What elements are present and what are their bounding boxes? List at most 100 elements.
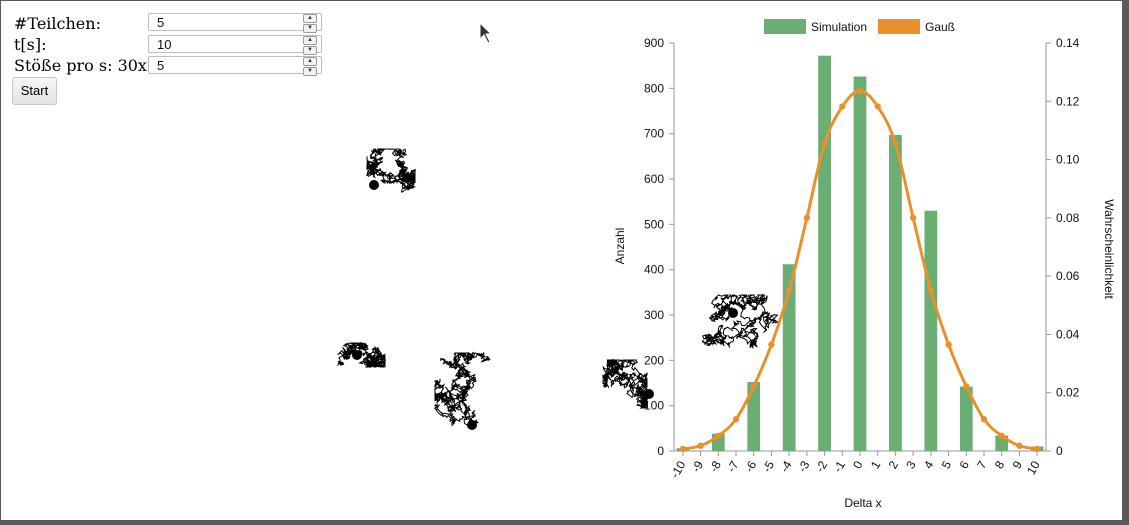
walk-path (433, 351, 491, 428)
y-tick-label: 500 (644, 217, 664, 231)
spin-up-icon[interactable]: ▲ (303, 14, 317, 23)
walk-path (602, 358, 649, 409)
x-tick-label: -7 (724, 458, 742, 475)
gauss-point (909, 214, 917, 222)
y2-tick-label: 0.08 (1056, 211, 1080, 225)
particles-label: #Teilchen: (14, 14, 101, 33)
gauss-point (980, 416, 988, 423)
particle-dot (644, 389, 654, 399)
particle-dot (352, 350, 362, 360)
gauss-point (750, 383, 757, 390)
y-tick-label: 900 (644, 36, 664, 50)
y-tick-label: 300 (644, 308, 664, 322)
gauss-point (821, 140, 828, 147)
random-walk-paths (336, 148, 779, 430)
gauss-point (768, 341, 775, 348)
x-tick-label: -2 (813, 458, 831, 475)
y-axis-title: Anzahl (613, 228, 627, 265)
simulation-bar (853, 76, 867, 452)
x-tick-label: 6 (956, 458, 972, 471)
spin-up-icon[interactable]: ▲ (303, 57, 317, 66)
gauss-point (945, 341, 952, 348)
particle-dot (728, 308, 738, 318)
y2-tick-label: 0.04 (1056, 327, 1080, 341)
particles-input[interactable]: 5 ▲ ▼ (148, 13, 322, 33)
gauss-point (927, 287, 935, 294)
y2-tick-label: 0 (1056, 444, 1063, 458)
time-label: t[s]: (14, 35, 47, 54)
y2-tick-label: 0.12 (1056, 94, 1080, 108)
gauss-point (785, 287, 793, 294)
collisions-row: Stöße pro s: 30x (14, 56, 147, 76)
y2-tick-label: 0.14 (1056, 36, 1080, 50)
collisions-spinner[interactable]: ▲ ▼ (303, 57, 317, 76)
time-row: t[s]: (14, 35, 47, 55)
y2-axis-title: Wahrscheinlichkeit (1102, 199, 1116, 299)
spin-down-icon[interactable]: ▼ (303, 24, 317, 33)
time-spinner[interactable]: ▲ ▼ (303, 36, 317, 55)
simulation-canvas (336, 148, 779, 430)
spin-down-icon[interactable]: ▼ (303, 67, 317, 76)
gauss-point (697, 442, 704, 449)
y-tick-label: 700 (644, 127, 664, 141)
x-tick-label: -3 (795, 458, 813, 475)
spin-up-icon[interactable]: ▲ (303, 36, 317, 45)
y-tick-label: 400 (644, 263, 664, 277)
x-tick-label: 9 (1010, 458, 1026, 471)
simulation-bar (924, 210, 938, 451)
gauss-point (963, 383, 970, 390)
gauss-point (715, 432, 722, 440)
legend-label: Gauß (925, 20, 955, 34)
bar-series (676, 55, 1044, 452)
particle-dot (369, 180, 379, 190)
chart-legend[interactable]: Simulation Gauß (764, 19, 955, 34)
x-tick-label: 0 (850, 458, 866, 471)
gauss-point (998, 432, 1005, 440)
gauss-point (874, 103, 881, 110)
x-tick-label: -4 (777, 458, 795, 475)
gauss-point (839, 103, 846, 110)
x-tick-label: -9 (689, 458, 707, 475)
simulation-bar (818, 55, 831, 452)
x-tick-label: 3 (903, 458, 919, 471)
walk-path (336, 341, 386, 368)
simulation-bar (747, 382, 761, 451)
x-tick-label: 2 (886, 458, 902, 471)
y2-tick-label: 0.06 (1056, 269, 1080, 283)
x-tick-label: 1 (868, 458, 884, 471)
time-value: 10 (157, 37, 172, 52)
gauss-point (1033, 445, 1041, 453)
x-tick-label: -10 (668, 458, 689, 480)
collisions-input[interactable]: 5 ▲ ▼ (148, 56, 322, 76)
spin-down-icon[interactable]: ▼ (303, 46, 317, 55)
x-tick-label: 4 (921, 458, 937, 471)
x-tick-label: -6 (742, 458, 760, 475)
y2-tick-label: 0.10 (1056, 153, 1080, 167)
x-tick-label: -8 (706, 458, 724, 475)
y-tick-label: 200 (644, 353, 664, 367)
y-tick-label: 600 (644, 172, 664, 186)
particles-spinner[interactable]: ▲ ▼ (303, 14, 317, 33)
gauss-point (679, 445, 687, 453)
x-tick-label: -1 (830, 458, 848, 475)
x-tick-label: 8 (992, 458, 1008, 471)
walk-path (366, 148, 417, 193)
x-axis-title: Delta x (844, 496, 881, 510)
gauss-point (892, 140, 899, 147)
start-button[interactable]: Start (12, 77, 57, 105)
simulation-bar (959, 386, 973, 451)
x-tick-label: 10 (1024, 458, 1043, 477)
y-tick-label: 0 (657, 444, 664, 458)
walk-path (701, 293, 779, 350)
simulation-bar (889, 135, 902, 451)
x-tick-label: 7 (974, 458, 990, 471)
simulation-bar (782, 264, 796, 451)
y2-tick-label: 0.02 (1056, 386, 1080, 400)
gauss-point (856, 87, 864, 94)
legend-label: Simulation (811, 20, 867, 34)
particles-value: 5 (157, 15, 165, 30)
x-tick-label: 5 (939, 458, 955, 471)
x-tick-label: -5 (760, 458, 778, 475)
collisions-value: 5 (157, 58, 165, 73)
time-input[interactable]: 10 ▲ ▼ (148, 35, 322, 55)
